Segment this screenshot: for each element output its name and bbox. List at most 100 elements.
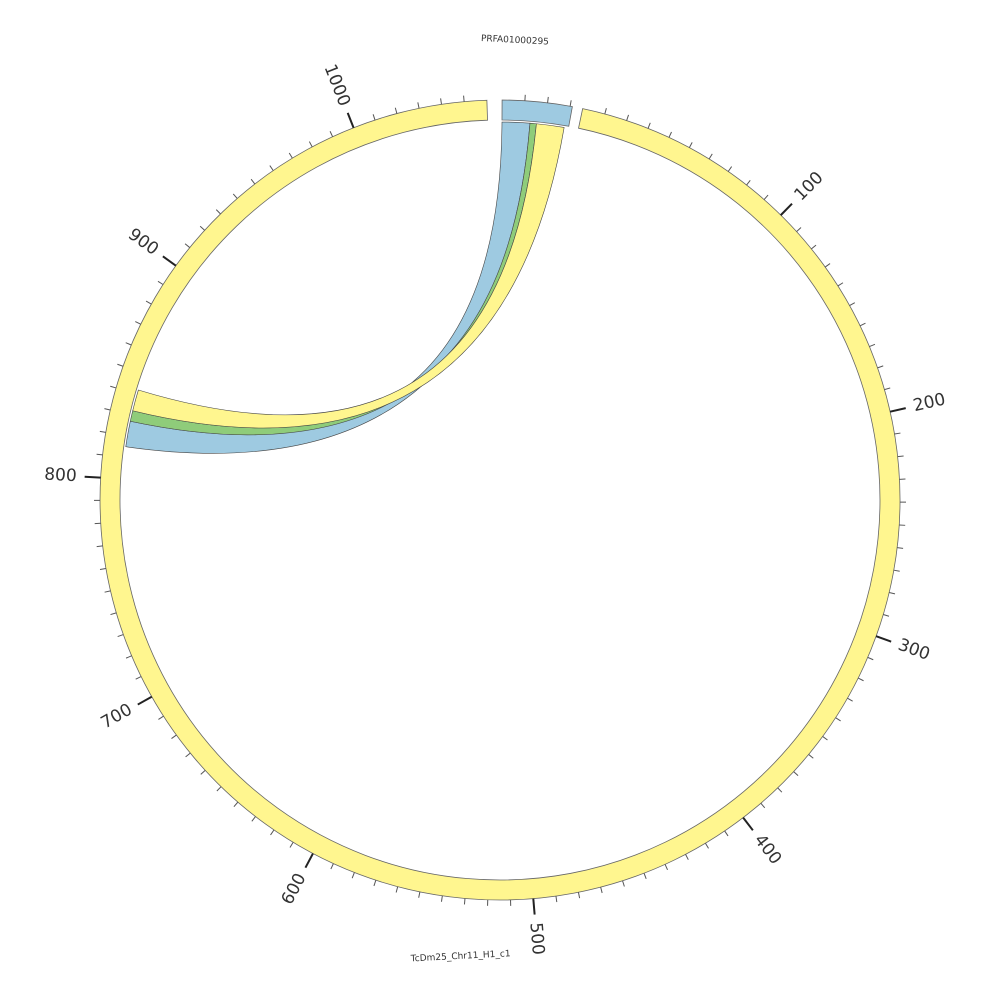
- minor-tick: [185, 244, 190, 248]
- minor-tick: [146, 301, 151, 304]
- minor-tick: [136, 677, 141, 680]
- minor-tick: [883, 615, 889, 617]
- minor-tick: [290, 842, 293, 847]
- major-tick: [533, 899, 534, 915]
- minor-tick: [601, 887, 603, 893]
- minor-tick: [761, 803, 765, 808]
- major-tick: [305, 854, 312, 868]
- minor-tick: [233, 194, 237, 199]
- minor-tick: [374, 880, 376, 886]
- minor-tick: [627, 115, 629, 121]
- major-tick: [890, 408, 906, 412]
- major-tick: [743, 818, 753, 831]
- minor-tick: [309, 142, 312, 147]
- minor-tick: [823, 736, 828, 740]
- minor-tick: [158, 281, 163, 284]
- minor-tick: [728, 167, 731, 172]
- minor-tick: [373, 114, 375, 120]
- minor-tick: [270, 166, 273, 171]
- minor-tick: [117, 364, 123, 366]
- minor-tick: [686, 854, 689, 859]
- minor-tick: [878, 366, 884, 368]
- minor-tick: [464, 898, 465, 904]
- minor-tick: [271, 830, 274, 835]
- tick-label: 500: [525, 922, 548, 956]
- minor-tick: [797, 228, 801, 232]
- minor-tick: [889, 593, 895, 594]
- major-tick: [348, 113, 354, 128]
- minor-tick: [605, 108, 607, 114]
- minor-tick: [135, 322, 140, 325]
- minor-tick: [669, 132, 672, 137]
- minor-tick: [216, 210, 220, 214]
- minor-tick: [548, 97, 549, 103]
- minor-tick: [898, 456, 904, 457]
- segment-label: PRFA01000295: [481, 34, 549, 48]
- minor-tick: [570, 100, 571, 106]
- minor-tick: [126, 343, 132, 345]
- major-tick: [163, 256, 176, 265]
- minor-tick: [126, 656, 132, 658]
- minor-tick: [811, 245, 816, 249]
- minor-tick: [418, 102, 419, 108]
- major-tick: [781, 204, 792, 215]
- tick-label: 600: [278, 870, 311, 908]
- minor-tick: [578, 892, 579, 898]
- minor-tick: [897, 548, 903, 549]
- minor-tick: [97, 546, 103, 547]
- minor-tick: [860, 323, 865, 326]
- tick-label: 200: [911, 389, 947, 416]
- minor-tick: [778, 788, 782, 792]
- major-tick: [138, 697, 152, 705]
- minor-tick: [709, 154, 712, 159]
- minor-tick: [252, 817, 256, 822]
- minor-tick: [794, 772, 798, 776]
- minor-tick: [556, 896, 557, 902]
- minor-tick: [111, 613, 117, 615]
- minor-tick: [110, 386, 116, 388]
- minor-tick: [419, 892, 420, 898]
- minor-tick: [289, 153, 292, 158]
- minor-tick: [441, 896, 442, 902]
- minor-tick: [858, 678, 863, 681]
- minor-tick: [895, 433, 901, 434]
- tick-label: 300: [895, 635, 932, 665]
- minor-tick: [158, 716, 163, 719]
- minor-tick: [884, 388, 890, 390]
- minor-tick: [352, 873, 354, 879]
- major-tick: [85, 477, 101, 478]
- minor-tick: [330, 131, 333, 136]
- minor-tick: [894, 570, 900, 571]
- minor-tick: [665, 864, 667, 869]
- minor-tick: [705, 843, 708, 848]
- minor-tick: [836, 718, 841, 721]
- minor-tick: [234, 802, 238, 807]
- minor-tick: [118, 635, 124, 637]
- minor-tick: [186, 753, 191, 757]
- minor-tick: [97, 454, 103, 455]
- minor-tick: [868, 657, 874, 659]
- minor-tick: [847, 698, 852, 701]
- minor-tick: [747, 180, 751, 185]
- tick-label: 700: [98, 700, 136, 733]
- minor-tick: [217, 787, 221, 791]
- minor-tick: [725, 831, 728, 836]
- minor-tick: [251, 179, 255, 184]
- minor-tick: [104, 409, 110, 410]
- minor-tick: [689, 142, 692, 147]
- minor-tick: [809, 754, 814, 758]
- minor-tick: [396, 887, 398, 893]
- major-tick: [876, 636, 891, 641]
- minor-tick: [623, 881, 625, 887]
- minor-tick: [105, 591, 111, 592]
- minor-tick: [644, 873, 646, 879]
- minor-tick: [331, 864, 333, 869]
- segment-label: TcDm25_Chr11_H1_c1: [410, 949, 511, 964]
- minor-tick: [171, 735, 176, 739]
- tick-label: 900: [124, 224, 162, 259]
- tick-label: 1000: [320, 62, 354, 110]
- minor-tick: [764, 195, 768, 200]
- minor-tick: [838, 283, 843, 286]
- minor-tick: [100, 568, 106, 569]
